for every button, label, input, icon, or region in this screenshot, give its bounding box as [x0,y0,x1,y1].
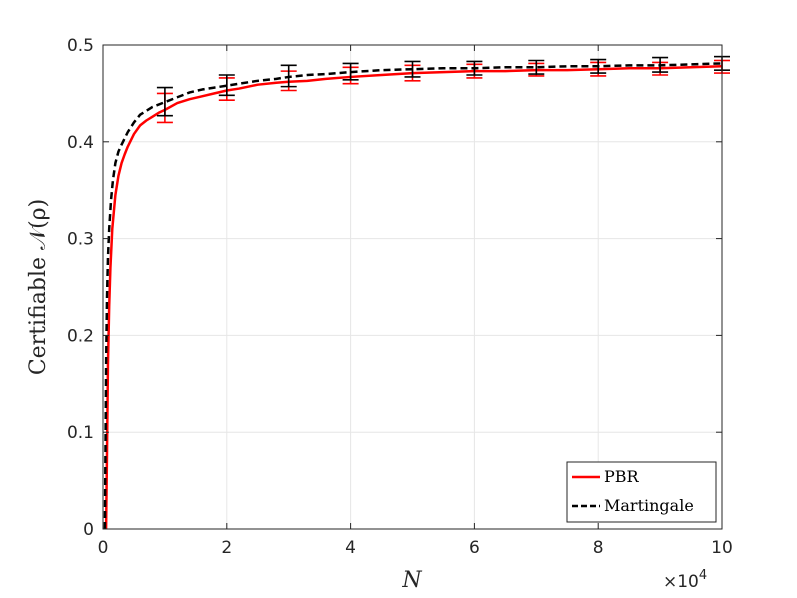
legend-pbr-label: PBR [604,467,640,486]
y-tick-label: 0 [83,520,94,540]
plot-frame [102,44,723,530]
y-tick-label: 0.2 [67,326,94,346]
series-line-martingale [103,62,723,530]
series-martingale [103,55,730,530]
x-tick-label: 2 [221,538,232,558]
y-tick-label: 0.1 [67,423,94,443]
x-axis-label: N [401,568,422,593]
y-tick-label: 0.4 [67,133,94,153]
grid [103,45,722,529]
x-tick-label: 0 [98,538,109,558]
error-bar-martingale [218,74,235,97]
x-exponent-power: 4 [699,568,707,583]
legend-box [566,461,717,523]
x-tick-label: 8 [593,538,604,558]
y-tick-label: 0.3 [67,230,94,250]
series-layer [103,55,730,530]
y-axis-label: Certifiable 𝒩(ρ) [26,199,51,375]
legend: PBR Martingale [566,461,717,523]
x-tick-label: 10 [711,538,733,558]
x-exponent-label: ×104 [663,568,707,592]
series-line-pbr [104,65,723,530]
error-bar-martingale [652,56,669,73]
error-bar-martingale [280,64,297,88]
y-tick-label: 0.5 [67,36,94,56]
x-tick-label: 4 [345,538,356,558]
plot-background [103,45,722,529]
error-bar-martingale [404,60,421,78]
x-exponent-base: ×10 [663,572,699,592]
ticks: 0 2 4 6 8 10 0 0.1 0.2 0.3 0.4 0.5 [67,36,733,558]
error-bar-martingale [466,60,483,76]
error-bar-martingale [528,59,545,75]
legend-martingale-label: Martingale [604,496,694,515]
error-bar-martingale [156,86,173,117]
x-tick-label: 6 [469,538,480,558]
error-bar-martingale [342,62,359,81]
error-bar-martingale [590,58,607,74]
